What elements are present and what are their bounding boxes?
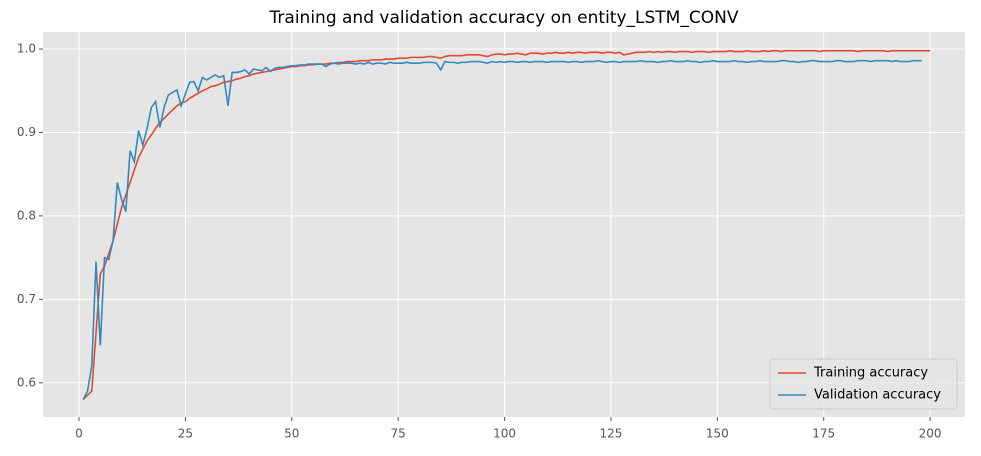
line [82, 59, 922, 400]
y-tick-label: 0.7 [17, 292, 36, 306]
x-tick-label: 175 [812, 427, 835, 441]
x-tick-label: 25 [178, 427, 193, 441]
y-tick-label: 0.6 [17, 375, 36, 389]
x-tick-label: 0 [75, 427, 83, 441]
chart-title: Training and validation accuracy on enti… [269, 8, 739, 28]
x-tick-label: 75 [391, 427, 406, 441]
x-tick-label: 100 [493, 427, 516, 441]
legend-label: Validation accuracy [814, 388, 941, 403]
x-tick-label: 50 [284, 427, 299, 441]
y-tick-label: 0.8 [17, 208, 36, 222]
x-tick-label: 150 [706, 427, 729, 441]
plot-area [43, 32, 965, 417]
y-tick-label: 0.9 [17, 125, 36, 139]
legend-box [769, 358, 958, 410]
legend-label: Training accuracy [813, 366, 928, 381]
y-tick-label: 1.0 [17, 42, 36, 56]
x-tick-label: 200 [919, 427, 942, 441]
x-tick-label: 125 [599, 427, 622, 441]
